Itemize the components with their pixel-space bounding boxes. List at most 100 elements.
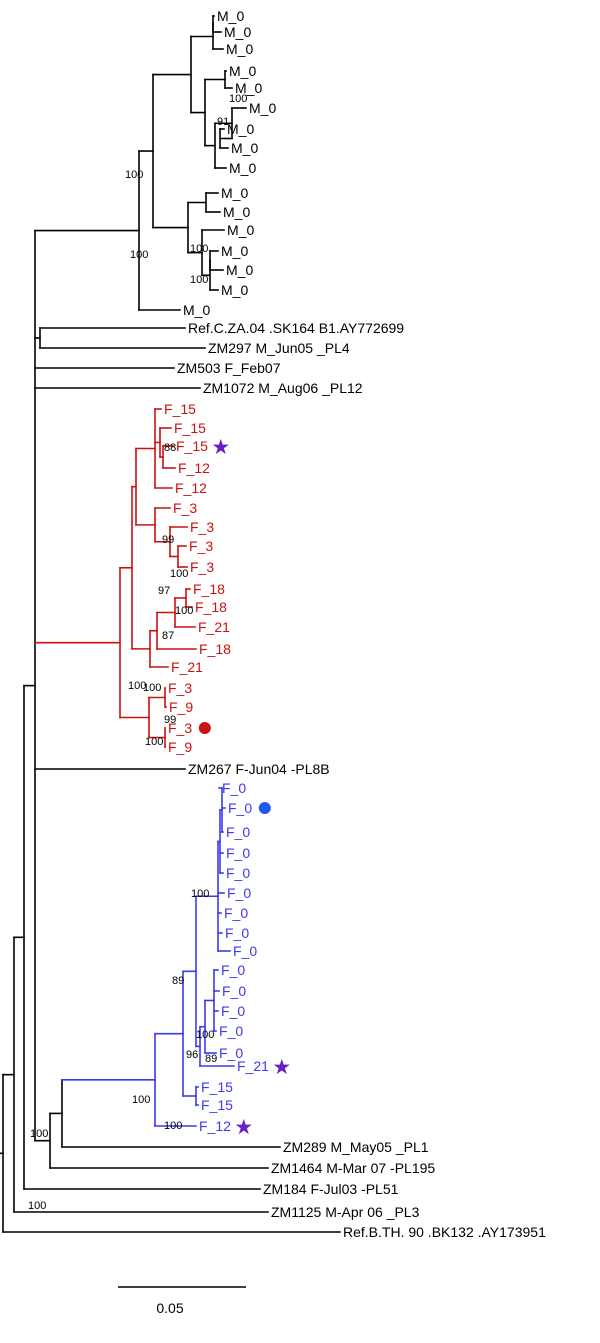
bootstrap-value: 88 [164, 442, 176, 454]
leaf-label: F_0 [226, 865, 250, 881]
leaf-label: F_3 [168, 720, 192, 736]
bootstrap-value: 100 [170, 568, 188, 580]
bootstrap-value: 100 [145, 736, 163, 748]
bootstrap-value: 100 [175, 605, 193, 617]
leaf-label: Ref.B.TH. 90 .BK132 .AY173951 [343, 1224, 546, 1240]
leaf-label: F_0 [224, 905, 248, 921]
leaf-label: F_15 [176, 438, 208, 454]
leaf-label: ZM289 M_May05 _PL1 [283, 1139, 429, 1155]
leaf-label: F_0 [228, 800, 252, 816]
leaf-label: M_0 [249, 100, 276, 116]
leaf-label: F_21 [237, 1058, 269, 1074]
leaf-label: ZM267 F-Jun04 -PL8B [188, 761, 330, 777]
leaf-label: M_0 [221, 185, 248, 201]
leaf-label: F_12 [199, 1118, 231, 1134]
bootstrap-value: 96 [186, 1049, 198, 1061]
bootstrap-value: 89 [172, 975, 184, 987]
scale-bar-label: 0.05 [156, 1300, 183, 1316]
bootstrap-value: 100 [190, 274, 208, 286]
bootstrap-value: 100 [30, 1128, 48, 1140]
bootstrap-value: 100 [143, 682, 161, 694]
leaf-label: M_0 [229, 160, 256, 176]
leaf-label: F_0 [219, 1023, 243, 1039]
leaf-label: M_0 [226, 41, 253, 57]
bootstrap-value: 100 [28, 1200, 46, 1212]
bootstrap-value: 100 [191, 888, 209, 900]
leaf-label: ZM503 F_Feb07 [177, 360, 281, 376]
leaf-labels: M_0M_0M_0M_0M_0M_0M_0M_0M_0M_0M_0M_0M_0M… [164, 8, 546, 1240]
leaf-label: F_3 [173, 500, 197, 516]
leaf-label: F_0 [221, 1003, 245, 1019]
bootstrap-value: 97 [158, 585, 170, 597]
bootstrap-value: 100 [128, 680, 146, 692]
leaf-label: F_0 [222, 983, 246, 999]
leaf-label: M_0 [229, 63, 256, 79]
leaf-label: ZM1464 M-Mar 07 -PL195 [271, 1160, 435, 1176]
leaf-label: M_0 [226, 262, 253, 278]
leaf-label: M_0 [183, 302, 210, 318]
leaf-label: ZM297 M_Jun05 _PL4 [208, 340, 350, 356]
bootstrap-value: 100 [164, 1120, 182, 1132]
leaf-label: F_0 [221, 962, 245, 978]
leaf-label: F_0 [219, 1045, 243, 1061]
leaf-label: M_0 [224, 24, 251, 40]
leaf-label: M_0 [231, 140, 258, 156]
leaf-label: F_0 [222, 780, 246, 796]
star-marker-icon: ★ [211, 436, 230, 459]
bootstrap-value: 99 [164, 714, 176, 726]
leaf-label: F_18 [199, 641, 231, 657]
leaf-label: F_18 [193, 581, 225, 597]
leaf-label: F_18 [195, 599, 227, 615]
leaf-label: ZM184 F-Jul03 -PL51 [263, 1181, 399, 1197]
leaf-label: F_3 [189, 538, 213, 554]
leaf-label: F_12 [175, 480, 207, 496]
leaf-label: M_0 [221, 282, 248, 298]
leaf-label: M_0 [223, 204, 250, 220]
bootstrap-value: 100 [130, 249, 148, 261]
bootstrap-value: 100 [196, 1029, 214, 1041]
leaf-label: F_15 [174, 420, 206, 436]
leaf-label: F_0 [225, 925, 249, 941]
bootstrap-value: 89 [205, 1053, 217, 1065]
bootstrap-value: 100 [190, 243, 208, 255]
leaf-label: F_15 [201, 1079, 233, 1095]
star-marker-icon: ★ [234, 1116, 253, 1139]
leaf-label: F_15 [164, 401, 196, 417]
leaf-label: F_12 [178, 460, 210, 476]
leaf-label: M_0 [217, 8, 244, 24]
leaf-label: F_3 [190, 519, 214, 535]
star-marker-icon: ★ [272, 1056, 291, 1079]
leaf-label: M_0 [221, 243, 248, 259]
leaf-label: ZM1072 M_Aug06 _PL12 [203, 380, 363, 396]
leaf-label: F_0 [233, 943, 257, 959]
leaf-label: F_0 [226, 824, 250, 840]
leaf-label: Ref.C.ZA.04 .SK164 B1.AY772699 [188, 320, 404, 336]
leaf-label: F_21 [198, 619, 230, 635]
leaf-label: F_15 [201, 1097, 233, 1113]
leaf-label: F_0 [226, 845, 250, 861]
bootstrap-value: 99 [162, 534, 174, 546]
leaf-label: F_21 [171, 659, 203, 675]
leaf-label: M_0 [235, 80, 262, 96]
leaf-label: F_3 [168, 680, 192, 696]
leaf-label: F_9 [169, 699, 193, 715]
scale-bar: 0.05 [118, 1286, 246, 1316]
leaf-label: F_0 [227, 885, 251, 901]
dot-marker-icon [198, 722, 211, 734]
leaf-label: M_0 [227, 222, 254, 238]
dot-marker-icon [258, 802, 271, 814]
leaf-label: F_3 [190, 559, 214, 575]
leaf-label: F_9 [168, 739, 192, 755]
bootstrap-value: 100 [229, 93, 247, 105]
leaf-label: ZM1125 M-Apr 06 _PL3 [271, 1204, 420, 1220]
leaf-label: M_0 [227, 121, 254, 137]
bootstrap-value: 100 [132, 1094, 150, 1106]
tree-branches [0, 15, 341, 1233]
bootstrap-value: 87 [162, 630, 174, 642]
bootstrap-value: 91 [217, 116, 229, 128]
leaf-markers: ★ ★ ★ [198, 436, 291, 1139]
bootstrap-value: 100 [125, 169, 143, 181]
